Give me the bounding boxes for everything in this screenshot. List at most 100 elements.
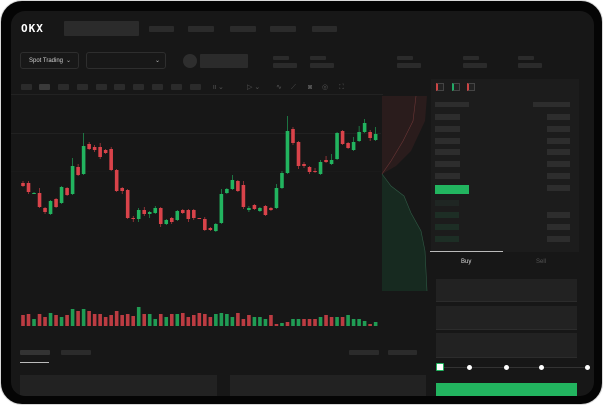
fullscreen-icon[interactable]: ⛶ — [339, 84, 344, 91]
candle-body — [120, 188, 124, 191]
slider-mark-100[interactable] — [585, 364, 590, 370]
volume-bar — [252, 317, 257, 326]
bid-amount — [547, 236, 570, 242]
ask-amount — [547, 126, 570, 132]
ask-amount — [547, 161, 570, 167]
bid-price — [435, 224, 459, 230]
candle-body — [32, 193, 36, 194]
volume-bar — [225, 314, 229, 326]
pair-dropdown[interactable]: ⌄ — [86, 52, 166, 69]
draw-tool-icon[interactable]: ▷ ⌄ — [247, 84, 261, 91]
candle-body — [98, 147, 102, 157]
candle-body — [368, 132, 372, 138]
bottom-tab-underline — [20, 362, 49, 363]
ask-price — [435, 173, 460, 179]
bid-price — [435, 200, 459, 206]
volume-bar — [280, 323, 284, 326]
stat-value — [463, 63, 487, 68]
candle-body — [258, 208, 262, 211]
candle-body — [335, 133, 339, 159]
candle-body — [136, 210, 141, 219]
ask-price — [435, 149, 460, 155]
indicator-icon[interactable]: ιι ⌄ — [213, 84, 224, 91]
line-icon[interactable]: ∿ — [276, 84, 282, 91]
volume-bar — [263, 319, 268, 326]
volume-bar — [296, 319, 301, 326]
slider-mark-25[interactable] — [467, 364, 472, 370]
stat-label — [310, 56, 326, 60]
candle-body — [103, 150, 108, 153]
volume-bar — [285, 322, 290, 326]
timeframe-button[interactable] — [133, 84, 144, 90]
volume-bar — [103, 317, 108, 326]
bottom-tab-active[interactable] — [20, 350, 50, 355]
amount-input[interactable] — [436, 306, 577, 330]
camera-icon[interactable]: ◙ — [308, 84, 313, 91]
mode-dropdown[interactable]: Spot Trading ⌄ — [20, 52, 79, 69]
volume-bar — [114, 311, 119, 326]
orderbook-bids-icon[interactable] — [452, 83, 460, 91]
timeframe-button[interactable] — [58, 84, 69, 90]
bottom-action[interactable] — [349, 350, 379, 355]
okx-logo[interactable]: OKX — [21, 22, 44, 35]
volume-bar — [92, 314, 97, 326]
volume-bar — [318, 317, 323, 326]
ruler-icon[interactable]: ⟋ — [291, 84, 296, 91]
amount-slider-track[interactable] — [440, 366, 588, 368]
candlestick-chart[interactable] — [11, 11, 594, 396]
bottom-action[interactable] — [388, 350, 417, 355]
candle-body — [269, 208, 273, 210]
candle-body — [59, 187, 64, 203]
ask-amount — [547, 114, 570, 120]
timeframe-button[interactable] — [152, 84, 163, 90]
orderbook-both-icon[interactable] — [436, 83, 444, 91]
search-bar[interactable] — [64, 21, 139, 36]
candle-body — [302, 164, 306, 166]
buy-tab[interactable]: Buy — [461, 259, 472, 265]
orderbook-asks-icon[interactable] — [467, 83, 475, 91]
buy-button[interactable] — [436, 383, 577, 396]
order-book-header — [533, 102, 570, 107]
amount-slider-handle[interactable] — [436, 363, 444, 371]
timeframe-button[interactable] — [190, 84, 201, 90]
sell-tab[interactable]: Sell — [536, 259, 547, 265]
stat-label — [518, 56, 534, 60]
settings-icon[interactable]: ◎ — [322, 84, 329, 91]
timeframe-button[interactable] — [171, 84, 182, 90]
total-input[interactable] — [436, 333, 577, 358]
stat-value — [518, 63, 542, 68]
volume-bar — [70, 309, 75, 326]
price-input[interactable] — [436, 279, 577, 302]
candle-body — [26, 183, 31, 192]
candle-body — [142, 210, 147, 214]
nav-item[interactable] — [270, 26, 296, 32]
ask-price — [435, 161, 460, 167]
nav-item[interactable] — [230, 26, 256, 32]
order-form-tab-underline — [430, 251, 503, 252]
nav-item[interactable] — [312, 26, 337, 32]
candle-body — [225, 189, 229, 193]
timeframe-button[interactable] — [96, 84, 107, 90]
timeframe-button[interactable] — [77, 84, 88, 90]
volume-bar — [203, 314, 207, 326]
volume-bar — [307, 319, 312, 326]
volume-bar — [48, 313, 53, 326]
timeframe-button-active[interactable] — [39, 84, 50, 90]
nav-item[interactable] — [149, 26, 174, 32]
volume-bar — [324, 315, 328, 326]
candle-body — [280, 173, 284, 188]
candle-body — [81, 146, 86, 174]
candle-body — [186, 210, 191, 219]
candle-body — [285, 131, 290, 173]
bottom-tab[interactable] — [61, 350, 91, 355]
volume-bar — [335, 317, 339, 326]
slider-mark-50[interactable] — [504, 364, 509, 370]
depth-bids-area — [382, 174, 427, 291]
timeframe-button[interactable] — [21, 84, 32, 90]
volume-bar — [54, 315, 58, 326]
nav-item[interactable] — [188, 26, 214, 32]
ask-price — [435, 114, 460, 120]
timeframe-button[interactable] — [114, 84, 125, 90]
slider-mark-75[interactable] — [539, 364, 544, 370]
volume-bar — [346, 315, 350, 326]
